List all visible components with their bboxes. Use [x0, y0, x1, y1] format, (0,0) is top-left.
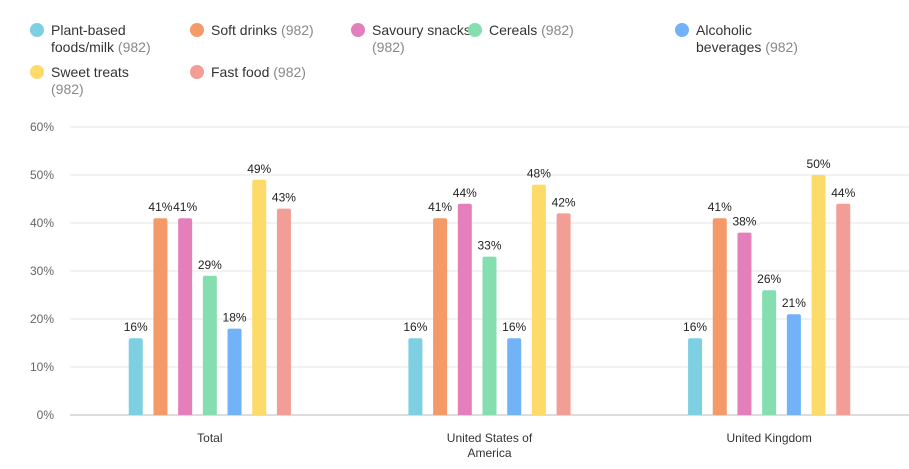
bar	[737, 232, 752, 415]
data-label: 41%	[148, 200, 172, 214]
data-label: 43%	[272, 191, 296, 205]
legend-swatch	[30, 23, 44, 37]
data-label: 44%	[453, 186, 477, 200]
x-tick-label: Total	[197, 431, 222, 445]
bar	[688, 338, 703, 415]
legend-label: Plant-based foods/milk (982)	[51, 22, 151, 55]
legend-label: Sweet treats (982)	[51, 64, 129, 97]
legend-swatch	[468, 23, 482, 37]
legend-count: (982)	[273, 64, 306, 80]
legend-count: (982)	[281, 22, 314, 38]
data-label: 42%	[552, 195, 576, 209]
bar	[202, 275, 217, 415]
legend-label: Cereals (982)	[489, 22, 574, 38]
legend-swatch	[351, 23, 365, 37]
y-tick-label: 30%	[30, 264, 54, 278]
legend-count: (982)	[117, 39, 151, 55]
data-label: 16%	[683, 320, 707, 334]
data-label: 33%	[477, 239, 501, 253]
data-label: 48%	[527, 167, 551, 181]
legend-count: (982)	[765, 39, 798, 55]
y-tick-label: 50%	[30, 168, 54, 182]
x-tick-label: United Kingdom	[726, 431, 811, 445]
bar	[128, 338, 143, 415]
data-label: 16%	[502, 320, 526, 334]
data-label: 41%	[173, 200, 197, 214]
data-label: 21%	[782, 296, 806, 310]
y-tick-label: 40%	[30, 216, 54, 230]
x-tick-label: United States of	[447, 431, 533, 445]
legend-label: Savoury snacks (982)	[372, 22, 471, 55]
data-label: 44%	[831, 186, 855, 200]
bar	[178, 218, 193, 415]
legend-item[interactable]: Plant-based foods/milk (982)	[30, 22, 151, 56]
legend-item[interactable]: Savoury snacks (982)	[351, 22, 471, 56]
bar	[408, 338, 423, 415]
bar	[712, 218, 727, 415]
data-label: 26%	[757, 272, 781, 286]
legend-count: (982)	[541, 22, 574, 38]
bar	[811, 175, 826, 415]
data-label: 50%	[807, 157, 831, 171]
x-tick-label: America	[467, 446, 511, 460]
data-label: 16%	[403, 320, 427, 334]
data-label: 41%	[708, 200, 732, 214]
bar	[153, 218, 168, 415]
bar	[507, 338, 522, 415]
bar	[276, 208, 291, 415]
y-tick-label: 0%	[37, 408, 55, 422]
bar	[556, 213, 571, 415]
legend-item[interactable]: Soft drinks (982)	[190, 22, 314, 39]
legend-item[interactable]: Cereals (982)	[468, 22, 574, 39]
bar	[457, 203, 472, 415]
bar	[252, 179, 267, 415]
bar	[227, 328, 242, 415]
legend-label: Fast food (982)	[211, 64, 306, 80]
bar	[836, 203, 851, 415]
legend-item[interactable]: Fast food (982)	[190, 64, 306, 81]
data-label: 29%	[198, 258, 222, 272]
legend-count: (982)	[51, 81, 84, 97]
legend-count: (982)	[372, 39, 405, 55]
bar	[482, 256, 497, 415]
y-tick-label: 60%	[30, 120, 54, 134]
legend-swatch	[675, 23, 689, 37]
data-label: 49%	[247, 162, 271, 176]
bar	[531, 184, 546, 415]
data-label: 18%	[223, 311, 247, 325]
data-label: 41%	[428, 200, 452, 214]
legend-swatch	[190, 23, 204, 37]
legend-swatch	[190, 65, 204, 79]
data-label: 38%	[732, 215, 756, 229]
legend-item[interactable]: Alcoholic beverages (982)	[675, 22, 798, 56]
legend-label: Alcoholic beverages (982)	[696, 22, 798, 55]
bar	[786, 314, 801, 415]
bar	[762, 290, 777, 415]
bar	[433, 218, 448, 415]
y-tick-label: 10%	[30, 360, 54, 374]
legend-label: Soft drinks (982)	[211, 22, 314, 38]
data-label: 16%	[124, 320, 148, 334]
legend-item[interactable]: Sweet treats (982)	[30, 64, 129, 98]
y-tick-label: 20%	[30, 312, 54, 326]
legend-swatch	[30, 65, 44, 79]
